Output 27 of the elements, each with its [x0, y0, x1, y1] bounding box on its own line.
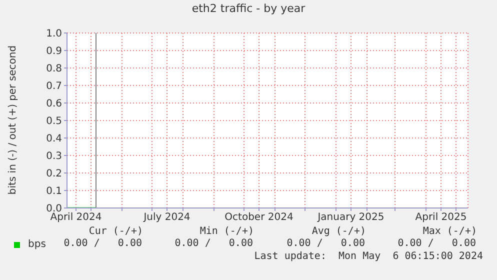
y-tick-label: 0.2: [46, 168, 62, 180]
y-tick-label: 1.0: [46, 28, 62, 40]
text: Max (-/+): [422, 226, 477, 237]
legend-label: bps: [27, 239, 46, 250]
y-tick-label: 0.1: [46, 186, 62, 198]
x-tick-label: October 2024: [224, 212, 294, 224]
y-tick-label: 0.7: [46, 81, 62, 92]
x-tick-label: April 2025: [415, 212, 467, 224]
text: Last update: Mon May 6 06:15:00 2024: [254, 251, 483, 262]
text: Avg (-/+): [312, 226, 366, 237]
text: 0.00 / 0.00: [64, 238, 142, 249]
chart-title: eth2 traffic - by year: [190, 2, 306, 15]
text: 0.00 / 0.00: [286, 238, 365, 249]
x-tick-label: April 2024: [50, 212, 102, 224]
text: Cur (-/+): [88, 226, 143, 237]
text: 0.00 / 0.00: [398, 238, 476, 249]
y-tick-label: 0.4: [46, 134, 62, 145]
y-tick-label: 0.6: [46, 98, 62, 110]
x-tick-label: January 2025: [316, 212, 384, 224]
text: 0.00 / 0.00: [174, 238, 253, 249]
y-tick-label: 0.9: [46, 46, 62, 58]
y-tick-label: 0.5: [46, 116, 62, 128]
text: Min (-/+): [200, 226, 254, 237]
y-axis-title: bits in (-) / out (+) per second: [8, 45, 18, 195]
y-tick-label: 0.8: [46, 64, 62, 75]
x-tick-label: July 2024: [142, 212, 190, 224]
y-tick-label: 0.3: [46, 151, 62, 162]
